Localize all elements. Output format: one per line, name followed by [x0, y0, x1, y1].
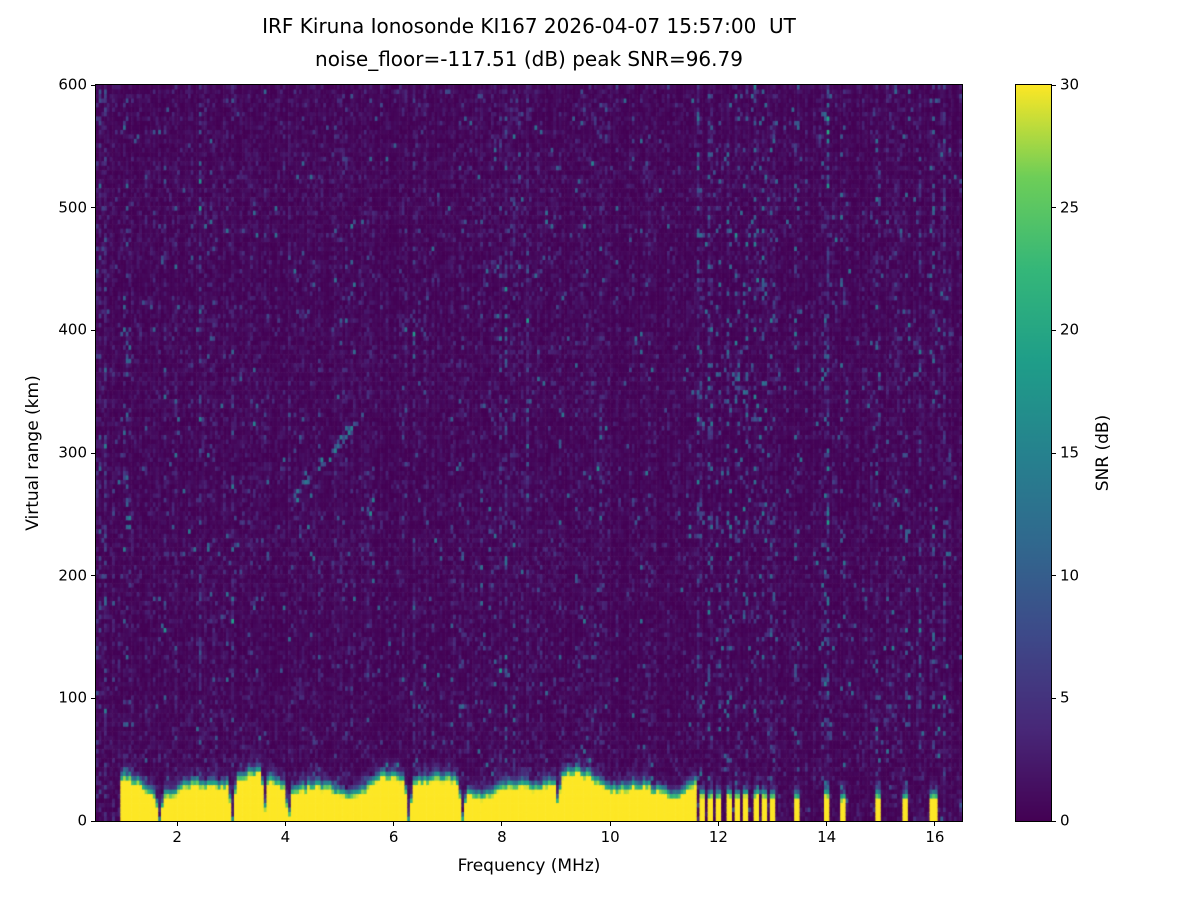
colorbar-tick-mark [1052, 207, 1056, 209]
y-tick-mark [91, 207, 95, 209]
y-tick-mark [91, 84, 95, 86]
colorbar-tick-label: 5 [1060, 688, 1070, 707]
y-tick-mark [91, 697, 95, 699]
colorbar [1015, 84, 1052, 822]
x-tick-mark [393, 822, 395, 826]
colorbar-tick-label: 0 [1060, 811, 1070, 830]
plot-area [95, 84, 963, 822]
x-tick-mark [717, 822, 719, 826]
x-tick-label: 10 [600, 828, 620, 846]
x-tick-mark [826, 822, 828, 826]
x-axis-label: Frequency (MHz) [457, 856, 601, 876]
chart-title: IRF Kiruna Ionosonde KI167 2026-04-07 15… [262, 14, 796, 38]
x-tick-label: 14 [817, 828, 837, 846]
x-tick-mark [501, 822, 503, 826]
y-tick-mark [91, 575, 95, 577]
y-tick-mark [91, 329, 95, 331]
colorbar-tick-label: 20 [1060, 320, 1080, 339]
x-tick-label: 12 [708, 828, 728, 846]
x-tick-label: 16 [925, 828, 945, 846]
colorbar-tick-label: 30 [1060, 75, 1080, 94]
colorbar-label: SNR (dB) [1093, 414, 1113, 492]
x-tick-mark [176, 822, 178, 826]
colorbar-tick-mark [1052, 820, 1056, 822]
x-tick-label: 4 [280, 828, 291, 846]
chart-title-block: IRF Kiruna Ionosonde KI167 2026-04-07 15… [96, 10, 962, 76]
chart-subtitle: noise_floor=-117.51 (dB) peak SNR=96.79 [315, 47, 743, 71]
colorbar-tick-label: 15 [1060, 443, 1080, 462]
colorbar-tick-label: 25 [1060, 198, 1080, 217]
y-tick-label: 300 [58, 443, 87, 462]
y-tick-label: 600 [58, 75, 87, 94]
colorbar-tick-mark [1052, 575, 1056, 577]
x-tick-mark [609, 822, 611, 826]
colorbar-tick-mark [1052, 697, 1056, 699]
x-tick-mark [284, 822, 286, 826]
x-tick-label: 8 [497, 828, 507, 846]
colorbar-tick-mark [1052, 84, 1056, 86]
y-tick-label: 0 [77, 811, 87, 830]
y-tick-label: 500 [58, 198, 87, 217]
colorbar-tick-mark [1052, 452, 1056, 454]
colorbar-gradient-canvas [1016, 85, 1051, 821]
colorbar-tick-label: 10 [1060, 566, 1080, 585]
y-tick-label: 200 [58, 566, 87, 585]
ionogram-heatmap-canvas [96, 85, 962, 821]
x-tick-label: 6 [388, 828, 399, 846]
y-tick-label: 400 [58, 320, 87, 339]
x-tick-mark [934, 822, 936, 826]
y-tick-mark [91, 820, 95, 822]
y-tick-label: 100 [58, 688, 87, 707]
x-tick-label: 2 [172, 828, 182, 846]
colorbar-tick-mark [1052, 329, 1056, 331]
y-tick-mark [91, 452, 95, 454]
